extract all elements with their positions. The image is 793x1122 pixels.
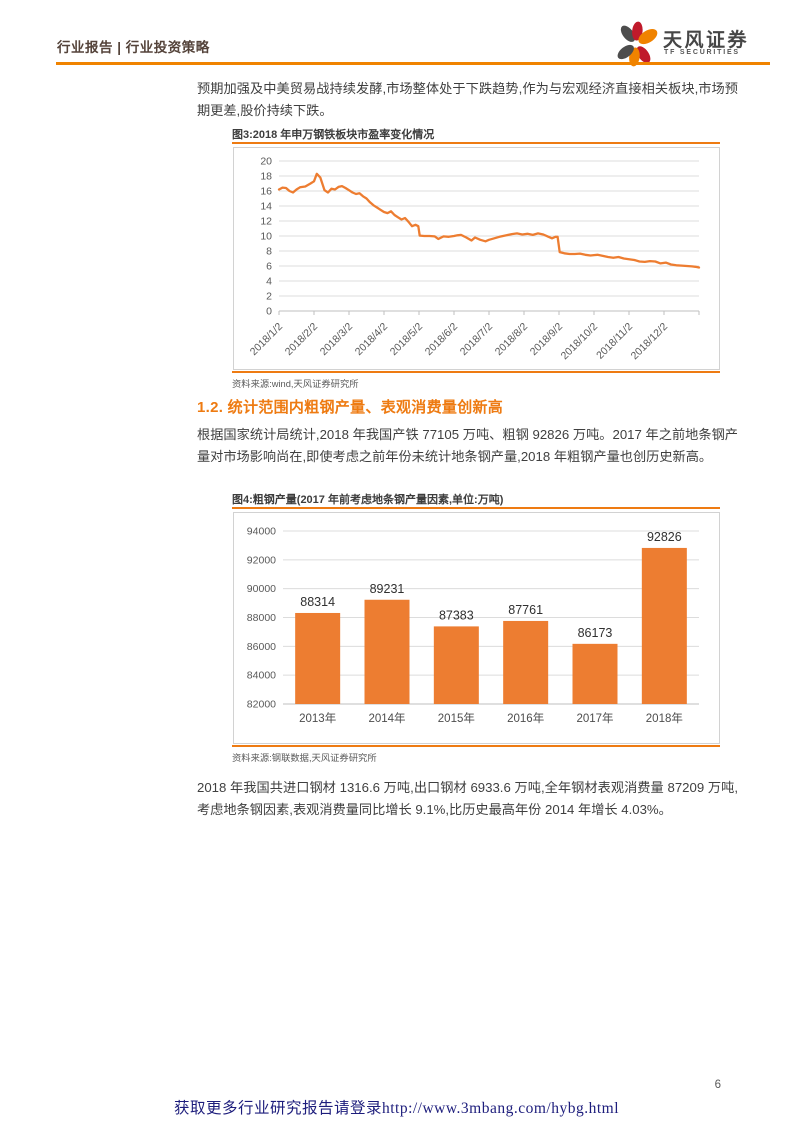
figure4-caption: 图4:粗钢产量(2017 年前考虑地条钢产量因素,单位:万吨) xyxy=(232,494,504,506)
svg-text:92000: 92000 xyxy=(247,554,276,566)
svg-text:2018/4/2: 2018/4/2 xyxy=(353,321,390,358)
figure4-source: 资料来源:钢联数据,天风证券研究所 xyxy=(232,753,377,763)
svg-text:16: 16 xyxy=(260,186,272,198)
svg-text:2018/6/2: 2018/6/2 xyxy=(423,321,460,358)
svg-text:2: 2 xyxy=(266,291,272,303)
figure4-chart-frame: 82000 84000 86000 88000 90000 92000 94000 88314… xyxy=(233,512,720,744)
svg-text:2018年: 2018年 xyxy=(646,711,683,725)
svg-text:2013年: 2013年 xyxy=(299,711,336,725)
svg-text:90000: 90000 xyxy=(247,583,276,595)
figure4-bottom-rule xyxy=(232,745,720,747)
header-rule xyxy=(56,62,770,65)
svg-text:82000: 82000 xyxy=(247,699,276,711)
figure3-chart-frame: 0 2 4 6 8 10 12 14 16 18 20 2018/1/2 2018/2/2 2018/3/… xyxy=(233,147,720,370)
figure3-caption: 图3:2018 年申万钢铁板块市盈率变化情况 xyxy=(232,129,435,141)
brand-subtitle: TF SECURITIES xyxy=(664,49,740,56)
report-type-label: 行业报告 | 行业投资策略 xyxy=(57,40,210,55)
footer-link[interactable]: 获取更多行业研究报告请登录http://www.3mbang.com/hybg.… xyxy=(173,1100,620,1117)
svg-text:2018/2/2: 2018/2/2 xyxy=(283,321,320,358)
paragraph-apparent-consumption: 2018 年我国共进口钢材 1316.6 万吨,出口钢材 6933.6 万吨,全… xyxy=(197,780,738,817)
svg-text:87383: 87383 xyxy=(439,608,474,622)
svg-text:2018/12/2: 2018/12/2 xyxy=(629,321,671,363)
svg-text:12: 12 xyxy=(260,216,272,228)
svg-text:89231: 89231 xyxy=(370,582,405,596)
svg-text:86000: 86000 xyxy=(247,641,276,653)
svg-text:2018/5/2: 2018/5/2 xyxy=(388,321,425,358)
brand-logo: 天风证券 TF SECURITIES xyxy=(614,18,774,67)
svg-text:2018/10/2: 2018/10/2 xyxy=(559,321,601,363)
svg-text:14: 14 xyxy=(260,201,272,213)
svg-text:92826: 92826 xyxy=(647,530,682,544)
svg-text:8: 8 xyxy=(266,246,272,258)
svg-text:20: 20 xyxy=(260,156,272,168)
page-number: 6 xyxy=(714,1079,721,1091)
figure3-bottom-rule xyxy=(232,371,720,373)
svg-text:2018/8/2: 2018/8/2 xyxy=(493,321,530,358)
figure3-top-rule xyxy=(232,142,720,144)
paragraph-market-trend: 预期加强及中美贸易战持续发酵,市场整体处于下跌趋势,作为与宏观经济直接相关板块,… xyxy=(197,81,738,118)
svg-text:2014年: 2014年 xyxy=(368,711,405,725)
svg-text:87761: 87761 xyxy=(508,603,543,617)
figure4-top-rule xyxy=(232,507,720,509)
svg-text:88314: 88314 xyxy=(300,595,335,609)
svg-text:2018/3/2: 2018/3/2 xyxy=(318,321,355,358)
svg-text:18: 18 xyxy=(260,171,272,183)
svg-text:2017年: 2017年 xyxy=(576,711,613,725)
svg-text:88000: 88000 xyxy=(247,612,276,624)
svg-text:2018/7/2: 2018/7/2 xyxy=(458,321,495,358)
tf-flower-icon xyxy=(617,21,658,67)
svg-text:0: 0 xyxy=(266,306,272,318)
brand-name: 天风证券 xyxy=(663,30,750,51)
svg-text:2018/1/2: 2018/1/2 xyxy=(248,321,285,358)
svg-text:2015年: 2015年 xyxy=(438,711,475,725)
section-heading-1-2: 1.2. 统计范围内粗钢产量、表观消费量创新高 xyxy=(197,399,504,416)
svg-text:84000: 84000 xyxy=(247,670,276,682)
svg-text:4: 4 xyxy=(266,276,272,288)
svg-text:6: 6 xyxy=(266,261,272,273)
crude-steel-bar-chart: 82000 84000 86000 88000 90000 92000 94000 88314… xyxy=(247,526,699,725)
paragraph-crude-steel-output: 根据国家统计局统计,2018 年我国产铁 77105 万吨、粗钢 92826 万… xyxy=(197,427,738,464)
pe-ratio-line-chart: 0 2 4 6 8 10 12 14 16 18 20 2018/1/22018/2/22018/3/… xyxy=(248,156,701,363)
svg-text:94000: 94000 xyxy=(247,526,276,538)
figure3-source: 资料来源:wind,天风证券研究所 xyxy=(232,379,359,389)
svg-text:10: 10 xyxy=(260,231,272,243)
svg-text:86173: 86173 xyxy=(578,626,613,640)
svg-text:2016年: 2016年 xyxy=(507,711,544,725)
